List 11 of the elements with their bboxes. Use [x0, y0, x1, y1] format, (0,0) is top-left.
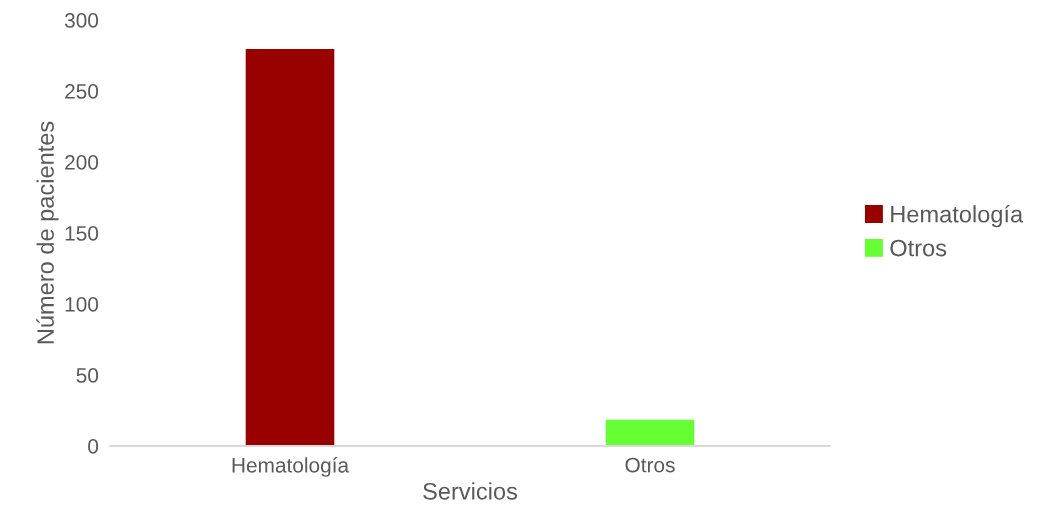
y-tick-label: 100	[65, 297, 99, 312]
y-tick-label: 150	[65, 226, 99, 241]
y-tick-label: 250	[65, 84, 99, 99]
y-tick-label: 300	[64, 13, 99, 28]
x-axis-title: Servicios	[423, 482, 518, 500]
legend-label: Otros	[890, 239, 947, 257]
y-tick-label: 0	[88, 439, 99, 454]
y-axis-title: Número de pacientes	[36, 121, 59, 344]
y-tick-label: 200	[65, 155, 99, 170]
y-tick-label: 50	[76, 368, 99, 383]
legend-label: Hematología	[891, 204, 1024, 228]
